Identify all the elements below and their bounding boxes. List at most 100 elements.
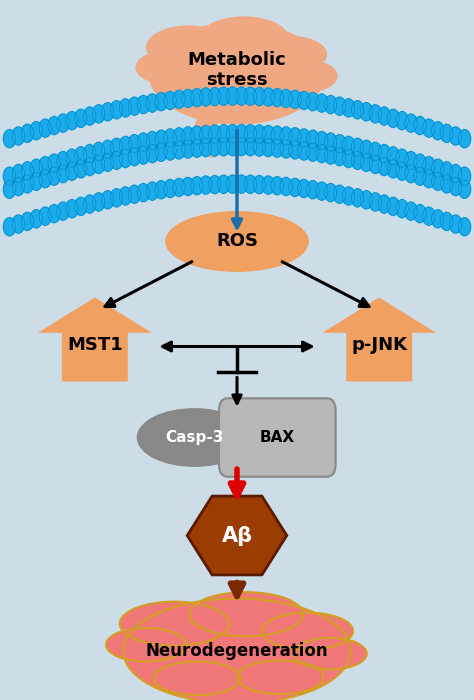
Circle shape [200, 125, 212, 144]
Circle shape [200, 88, 212, 106]
Circle shape [119, 149, 132, 167]
Circle shape [325, 183, 337, 202]
Circle shape [432, 159, 444, 177]
Circle shape [164, 142, 176, 160]
Circle shape [200, 139, 212, 157]
Circle shape [137, 133, 149, 151]
Circle shape [262, 176, 274, 194]
Circle shape [423, 157, 435, 175]
Circle shape [289, 90, 301, 108]
Circle shape [75, 197, 87, 216]
Ellipse shape [173, 83, 240, 116]
Circle shape [3, 130, 16, 148]
Circle shape [280, 90, 292, 108]
Circle shape [369, 155, 382, 174]
Circle shape [83, 195, 96, 214]
Circle shape [182, 177, 194, 195]
Circle shape [387, 109, 399, 127]
Text: p-JNK: p-JNK [351, 336, 407, 354]
Circle shape [316, 94, 328, 112]
Circle shape [449, 127, 462, 145]
Circle shape [360, 190, 373, 209]
Ellipse shape [146, 26, 231, 69]
Ellipse shape [237, 83, 304, 115]
Circle shape [325, 146, 337, 164]
Circle shape [92, 193, 105, 211]
Circle shape [3, 218, 16, 236]
Circle shape [378, 144, 391, 162]
Circle shape [307, 181, 319, 199]
Circle shape [209, 138, 221, 156]
Circle shape [146, 94, 158, 112]
Circle shape [262, 88, 274, 106]
Circle shape [280, 140, 292, 158]
Text: Aβ: Aβ [221, 526, 253, 545]
Circle shape [218, 87, 230, 105]
Circle shape [325, 95, 337, 113]
Circle shape [449, 164, 462, 183]
Text: MST1: MST1 [67, 336, 123, 354]
Circle shape [57, 114, 69, 132]
Circle shape [101, 140, 114, 158]
Circle shape [387, 147, 399, 165]
Circle shape [21, 175, 34, 193]
Circle shape [414, 167, 426, 186]
Text: ROS: ROS [216, 232, 258, 251]
Circle shape [244, 175, 256, 193]
Circle shape [137, 146, 149, 164]
Circle shape [75, 160, 87, 178]
Circle shape [369, 105, 382, 123]
Circle shape [378, 107, 391, 125]
Circle shape [101, 103, 114, 121]
Text: Casp-3: Casp-3 [165, 430, 224, 445]
Circle shape [396, 149, 408, 167]
Circle shape [218, 125, 230, 143]
Circle shape [164, 91, 176, 109]
Circle shape [405, 202, 417, 220]
Circle shape [396, 162, 408, 181]
Ellipse shape [256, 36, 327, 72]
Circle shape [333, 134, 346, 153]
Circle shape [173, 141, 185, 159]
Circle shape [396, 111, 408, 130]
Circle shape [271, 176, 283, 195]
Circle shape [342, 136, 355, 155]
Circle shape [316, 182, 328, 200]
Circle shape [57, 202, 69, 220]
Circle shape [244, 125, 256, 143]
Circle shape [360, 140, 373, 158]
Circle shape [209, 176, 221, 194]
Circle shape [253, 176, 265, 194]
Circle shape [92, 142, 105, 160]
Circle shape [298, 129, 310, 147]
Circle shape [298, 179, 310, 197]
Circle shape [39, 119, 51, 137]
Circle shape [440, 124, 453, 142]
Circle shape [12, 127, 25, 145]
Circle shape [253, 125, 265, 144]
Circle shape [253, 138, 265, 156]
Circle shape [173, 128, 185, 146]
Circle shape [405, 114, 417, 132]
Circle shape [244, 87, 256, 105]
Circle shape [262, 125, 274, 144]
Ellipse shape [154, 662, 240, 695]
FancyArrowPatch shape [163, 342, 311, 351]
Circle shape [342, 187, 355, 205]
Circle shape [191, 176, 203, 195]
Circle shape [110, 101, 123, 119]
Circle shape [173, 90, 185, 108]
Circle shape [191, 139, 203, 158]
Circle shape [360, 103, 373, 121]
Circle shape [333, 185, 346, 203]
Circle shape [414, 154, 426, 172]
Circle shape [423, 207, 435, 225]
Circle shape [182, 140, 194, 158]
Text: BAX: BAX [260, 430, 295, 445]
Circle shape [12, 164, 25, 183]
Circle shape [458, 130, 471, 148]
Circle shape [137, 95, 149, 113]
Circle shape [360, 153, 373, 172]
Circle shape [253, 88, 265, 106]
Circle shape [289, 178, 301, 197]
